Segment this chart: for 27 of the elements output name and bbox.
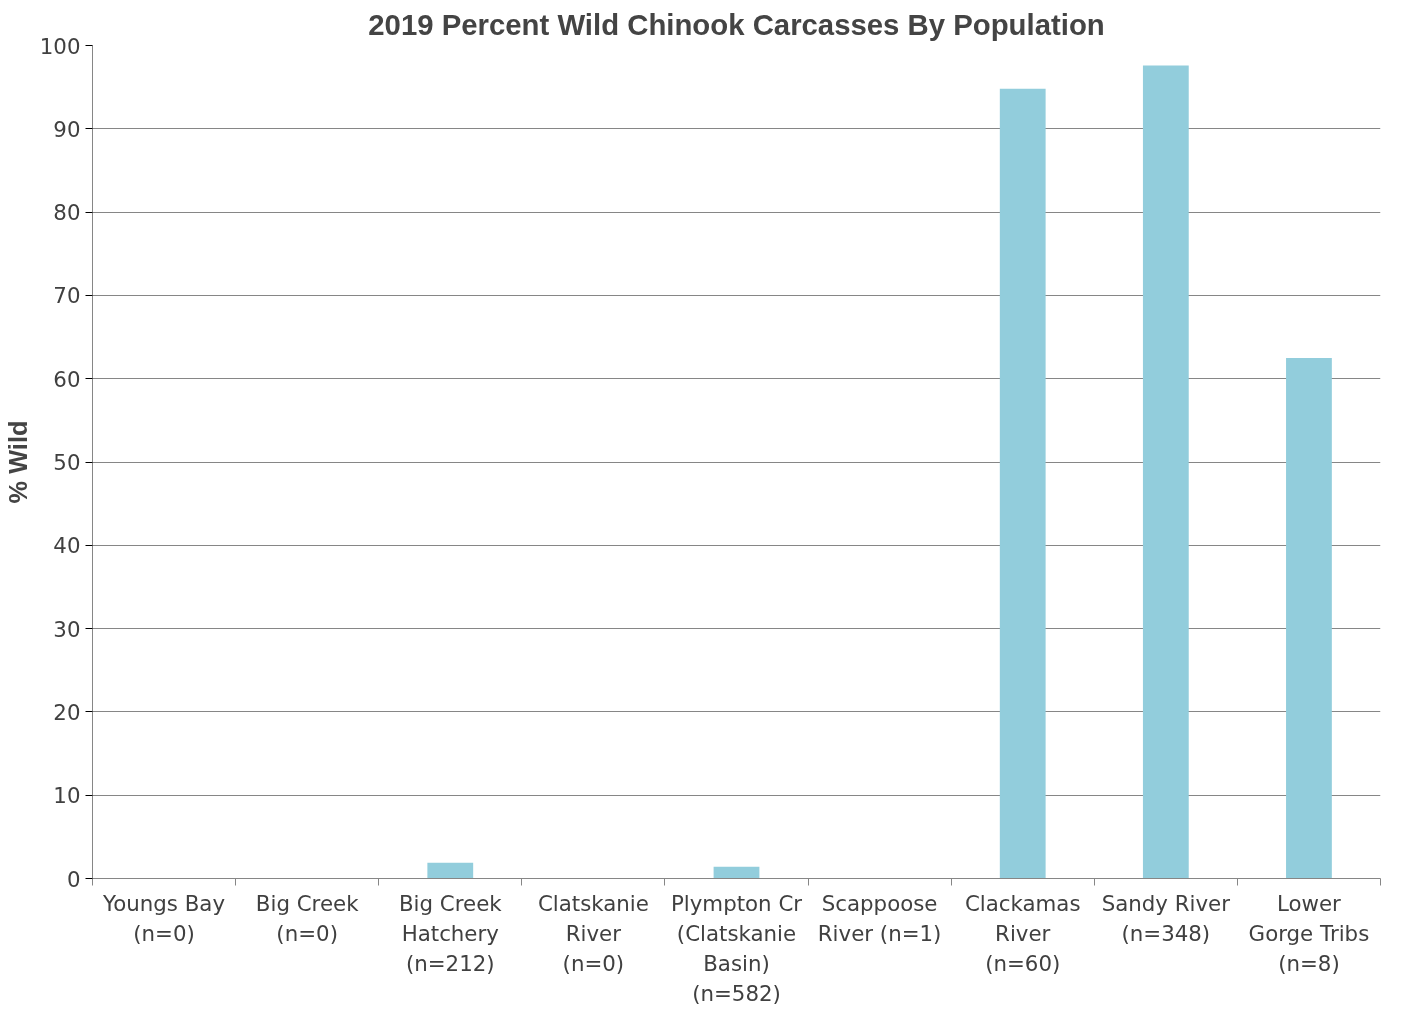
y-tick-label: 0 xyxy=(66,866,81,892)
bar xyxy=(999,88,1046,879)
y-tick-label: 80 xyxy=(53,200,81,226)
x-tick-label: Big Creek Hatchery (n=212) xyxy=(398,890,503,976)
y-tick-label: 90 xyxy=(53,116,81,142)
y-tick-label: 40 xyxy=(53,533,81,559)
y-tick-label: 100 xyxy=(39,33,81,59)
y-tick-label: 60 xyxy=(53,366,81,392)
y-axis-title: % Wild xyxy=(3,420,32,504)
x-tick-label: Sandy River (n=348) xyxy=(1101,890,1231,946)
chart-title: 2019 Percent Wild Chinook Carcasses By Population xyxy=(368,7,1105,41)
bar xyxy=(1142,65,1189,879)
bar xyxy=(427,862,474,879)
x-tick-label: Plympton Cr (Clatskanie Basin) (n=582) xyxy=(670,890,803,1006)
x-tick-label: Lower Gorge Tribs (n=8) xyxy=(1248,890,1370,976)
y-tick-label: 70 xyxy=(53,283,81,309)
x-tick-label: Clatskanie River (n=0) xyxy=(537,890,649,976)
x-tick-label: Scappoose River (n=1) xyxy=(817,890,942,946)
y-tick-label: 10 xyxy=(53,783,81,809)
x-tick-label: Clackamas River (n=60) xyxy=(964,890,1081,976)
y-tick-label: 50 xyxy=(53,450,81,475)
y-tick-label: 20 xyxy=(53,699,81,725)
x-tick-label: Big Creek (n=0) xyxy=(255,890,360,946)
y-tick-label: 30 xyxy=(53,616,81,642)
x-tick-label: Youngs Bay (n=0) xyxy=(102,890,226,946)
bar xyxy=(1286,357,1332,879)
bar xyxy=(713,866,760,879)
